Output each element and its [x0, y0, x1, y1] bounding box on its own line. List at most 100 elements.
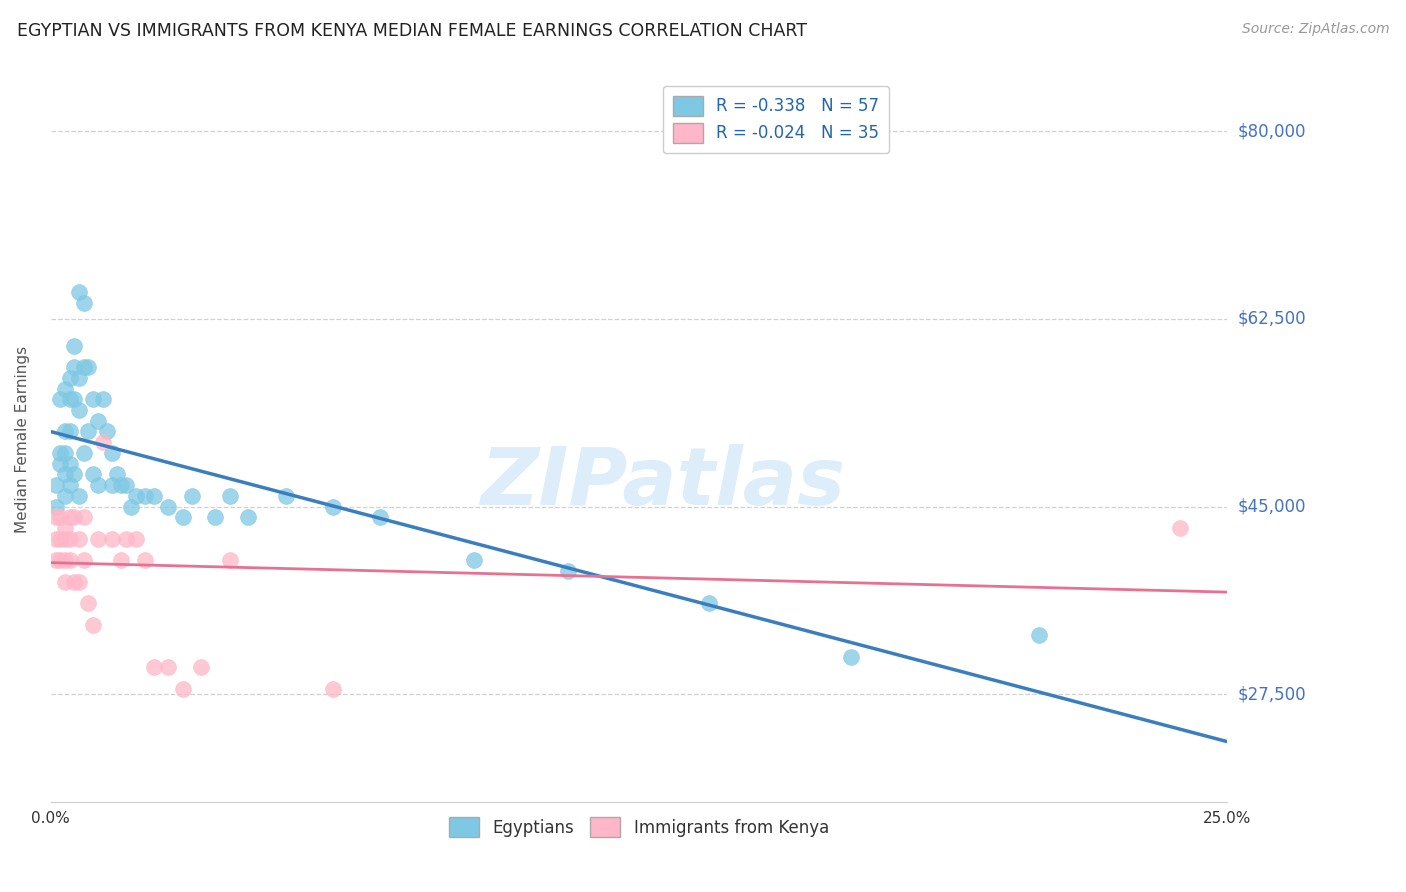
Point: [463, 553, 485, 567]
Point: [82, 467, 104, 482]
Point: [143, 660, 166, 674]
Point: [63, 392, 86, 407]
Point: [157, 660, 180, 674]
Point: [67, 371, 90, 385]
Point: [59, 425, 82, 439]
Point: [53, 521, 76, 535]
Point: [157, 500, 180, 514]
Point: [181, 489, 204, 503]
Point: [49, 553, 72, 567]
Text: $45,000: $45,000: [1239, 498, 1306, 516]
Point: [59, 457, 82, 471]
Point: [67, 489, 90, 503]
Point: [59, 392, 82, 407]
Point: [53, 382, 76, 396]
Point: [115, 532, 138, 546]
Point: [73, 510, 96, 524]
Point: [77, 425, 100, 439]
Point: [63, 510, 86, 524]
Point: [115, 478, 138, 492]
Text: $80,000: $80,000: [1239, 122, 1306, 140]
Text: Source: ZipAtlas.com: Source: ZipAtlas.com: [1241, 22, 1389, 37]
Point: [82, 617, 104, 632]
Y-axis label: Median Female Earnings: Median Female Earnings: [15, 346, 30, 533]
Point: [190, 660, 212, 674]
Text: $27,500: $27,500: [1239, 685, 1306, 703]
Point: [45, 510, 67, 524]
Point: [1168, 521, 1191, 535]
Point: [49, 457, 72, 471]
Point: [91, 435, 114, 450]
Point: [204, 510, 226, 524]
Point: [45, 478, 67, 492]
Point: [1028, 628, 1050, 642]
Point: [218, 553, 240, 567]
Point: [91, 392, 114, 407]
Point: [77, 360, 100, 375]
Point: [368, 510, 391, 524]
Point: [59, 532, 82, 546]
Point: [105, 467, 128, 482]
Text: EGYPTIAN VS IMMIGRANTS FROM KENYA MEDIAN FEMALE EARNINGS CORRELATION CHART: EGYPTIAN VS IMMIGRANTS FROM KENYA MEDIAN…: [17, 22, 807, 40]
Point: [96, 425, 118, 439]
Point: [101, 532, 124, 546]
Point: [59, 371, 82, 385]
Point: [238, 510, 260, 524]
Point: [82, 392, 104, 407]
Point: [73, 446, 96, 460]
Point: [134, 553, 156, 567]
Point: [699, 596, 721, 610]
Point: [53, 553, 76, 567]
Point: [172, 681, 194, 696]
Text: $62,500: $62,500: [1239, 310, 1306, 328]
Point: [63, 574, 86, 589]
Point: [45, 500, 67, 514]
Point: [73, 553, 96, 567]
Point: [45, 532, 67, 546]
Point: [77, 596, 100, 610]
Point: [63, 360, 86, 375]
Point: [53, 532, 76, 546]
Point: [45, 553, 67, 567]
Point: [49, 532, 72, 546]
Point: [322, 500, 344, 514]
Legend: Egyptians, Immigrants from Kenya: Egyptians, Immigrants from Kenya: [441, 810, 835, 844]
Point: [63, 338, 86, 352]
Point: [67, 285, 90, 299]
Point: [134, 489, 156, 503]
Point: [87, 414, 110, 428]
Point: [53, 425, 76, 439]
Text: ZIPatlas: ZIPatlas: [479, 444, 845, 522]
Point: [87, 532, 110, 546]
Point: [63, 467, 86, 482]
Point: [53, 574, 76, 589]
Point: [49, 392, 72, 407]
Point: [101, 446, 124, 460]
Point: [59, 510, 82, 524]
Point: [67, 403, 90, 417]
Point: [557, 564, 579, 578]
Point: [53, 467, 76, 482]
Point: [110, 553, 132, 567]
Point: [59, 553, 82, 567]
Point: [87, 478, 110, 492]
Point: [274, 489, 297, 503]
Point: [73, 295, 96, 310]
Point: [53, 489, 76, 503]
Point: [49, 446, 72, 460]
Point: [67, 532, 90, 546]
Point: [53, 446, 76, 460]
Point: [172, 510, 194, 524]
Point: [120, 500, 142, 514]
Point: [49, 510, 72, 524]
Point: [124, 489, 146, 503]
Point: [839, 649, 862, 664]
Point: [59, 478, 82, 492]
Point: [73, 360, 96, 375]
Point: [322, 681, 344, 696]
Point: [101, 478, 124, 492]
Point: [143, 489, 166, 503]
Point: [124, 532, 146, 546]
Point: [110, 478, 132, 492]
Point: [218, 489, 240, 503]
